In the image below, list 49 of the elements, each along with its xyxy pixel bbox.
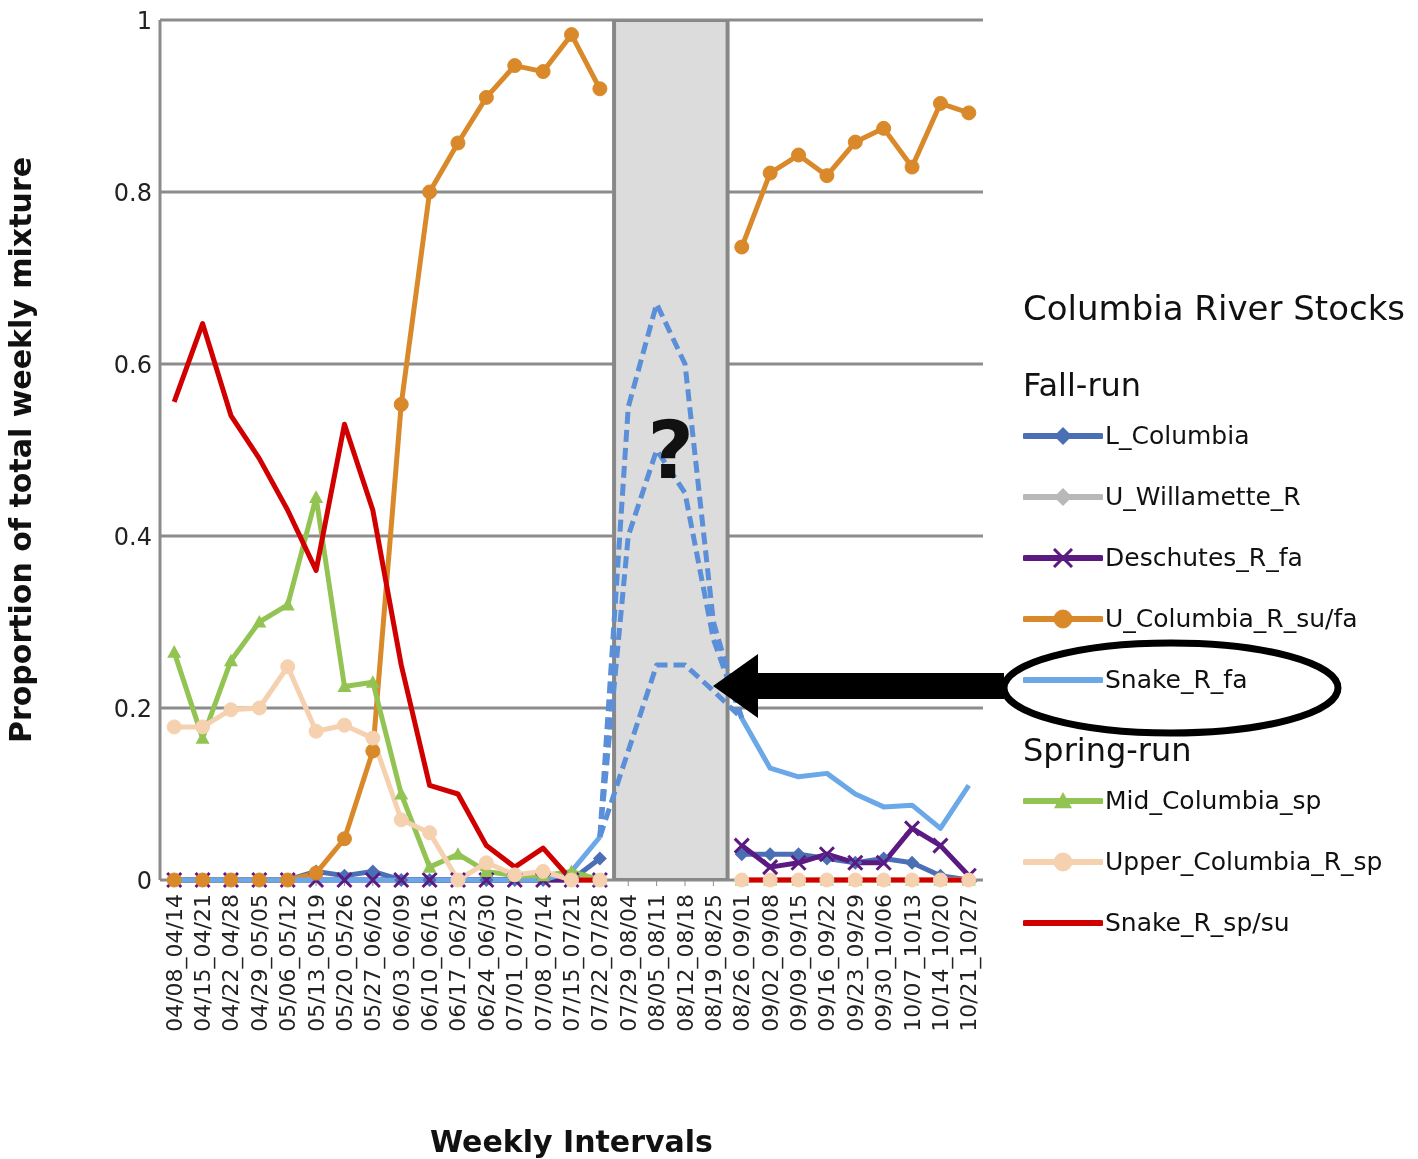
x-tick-label: 06/10_06/16 [417, 894, 444, 1032]
y-tick-label: 0.4 [113, 522, 152, 551]
legend-label: Snake_R_fa [1105, 665, 1248, 694]
x-tick-label: 05/27_06/02 [360, 894, 387, 1032]
y-tick-label: 0.8 [113, 178, 152, 207]
x-tick-label: 09/16_09/22 [814, 894, 841, 1032]
y-tick-label: 0 [136, 866, 152, 895]
x-tick-label: 04/22_04/28 [218, 894, 245, 1032]
x-tick-label: 06/03_06/09 [388, 894, 415, 1032]
x-tick-label: 08/26_09/01 [729, 894, 756, 1032]
legend-label: Upper_Columbia_R_sp [1105, 847, 1383, 876]
x-tick-label: 05/06_05/12 [275, 894, 302, 1032]
x-tick-label: 09/30_10/06 [871, 894, 898, 1032]
x-tick-label: 07/08_07/14 [530, 894, 557, 1032]
x-tick-label: 08/19_08/25 [700, 894, 727, 1032]
x-tick-label: 09/23_09/29 [842, 894, 869, 1032]
band-label: ? [647, 404, 695, 498]
y-tick-label: 0.2 [113, 694, 152, 723]
x-tick-label: 05/20_05/26 [331, 894, 358, 1032]
x-axis-title: Weekly Intervals [430, 1124, 713, 1159]
x-tick-label: 08/05_08/11 [644, 894, 671, 1032]
y-tick-label: 1 [136, 6, 152, 35]
x-tick-label: 10/07_10/13 [899, 894, 926, 1032]
x-tick-label: 10/14_10/20 [927, 894, 954, 1032]
x-tick-label: 09/02_09/08 [757, 894, 784, 1032]
x-tick-label: 04/29_05/05 [246, 894, 273, 1032]
legend-title: Columbia River Stocks [1023, 288, 1406, 328]
x-tick-label: 06/17_06/23 [445, 894, 472, 1032]
x-tick-label: 07/22_07/28 [587, 894, 614, 1032]
y-axis-title: Proportion of total weekly mixture [2, 156, 38, 744]
legend-label: U_Willamette_R [1105, 482, 1301, 511]
x-tick-label: 10/21_10/27 [956, 894, 983, 1032]
x-tick-label: 07/01_07/07 [502, 894, 529, 1032]
text: Fall-run [1023, 365, 1143, 405]
x-tick-label: 06/24_06/30 [473, 894, 500, 1032]
legend-label: Snake_R_sp/su [1105, 908, 1290, 937]
x-tick-label: 04/08_04/14 [161, 894, 188, 1032]
x-tick-label: 04/15_04/21 [190, 894, 217, 1032]
x-tick-label: 05/13_05/19 [303, 894, 330, 1032]
legend-label: L_Columbia [1105, 421, 1250, 450]
x-tick-label: 09/09_09/15 [786, 894, 813, 1032]
legend-label: Mid_Columbia_sp [1105, 786, 1322, 815]
x-tick-label: 08/12_08/18 [672, 894, 699, 1032]
x-tick-label: 07/29_08/04 [615, 894, 642, 1032]
legend-label: U_Columbia_R_su/fa [1105, 604, 1358, 633]
y-tick-label: 0.6 [113, 350, 152, 379]
legend-label: Deschutes_R_fa [1105, 543, 1303, 572]
x-tick-label: 07/15_07/21 [559, 894, 585, 1032]
text: Spring-run [1023, 730, 1193, 770]
